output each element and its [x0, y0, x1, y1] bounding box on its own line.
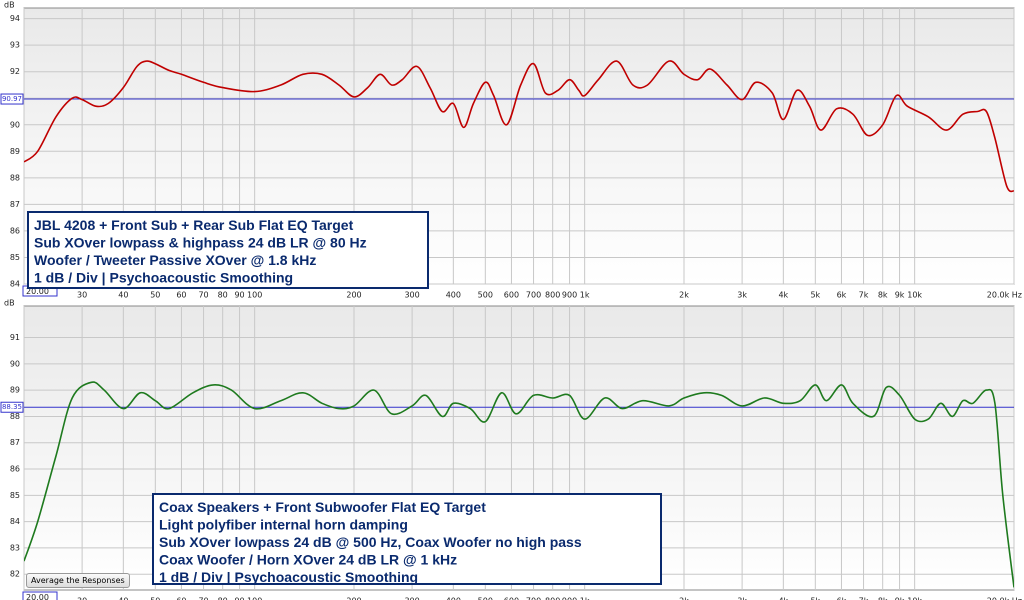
annotation-line: Sub XOver lowpass & highpass 24 dB LR @ … — [34, 235, 367, 251]
x-tick-label: 6k — [837, 291, 847, 300]
reference-box — [0, 93, 24, 105]
y-axis-label: dB — [4, 1, 15, 10]
y-tick-label: 93 — [10, 41, 20, 50]
x-tick-label: 900 — [562, 291, 577, 300]
x-tick-label: 200 — [346, 597, 361, 600]
x-tick-label: 20.00 — [26, 287, 49, 296]
x-tick-label: 300 — [404, 291, 419, 300]
x-tick-label: 90 — [234, 597, 244, 600]
x-tick-label: 7k — [859, 291, 869, 300]
x-tick-label: 50 — [150, 291, 160, 300]
x-tick-label: 900 — [562, 597, 577, 600]
y-tick-label: 86 — [10, 226, 20, 235]
y-tick-label: 86 — [10, 465, 20, 474]
x-tick-label: 7k — [859, 597, 869, 600]
x-tick-label: 20.00 — [26, 593, 49, 600]
annotation-box — [27, 211, 429, 289]
average-button[interactable]: Average the Responses — [26, 573, 130, 588]
x-start-box — [22, 591, 58, 600]
y-tick-label: 83 — [10, 543, 20, 552]
x-tick-label: 90 — [234, 291, 244, 300]
x-tick-label: 80 — [218, 597, 228, 600]
y-tick-label: 87 — [10, 200, 20, 209]
annotation-line: 1 dB / Div | Psychoacoustic Smoothing — [159, 569, 418, 585]
annotation-line: Coax Speakers + Front Subwoofer Flat EQ … — [159, 499, 486, 515]
y-tick-label: 88 — [10, 173, 20, 182]
x-tick-label: 600 — [504, 291, 519, 300]
reference-box — [0, 401, 24, 413]
y-tick-label: 84 — [10, 517, 20, 526]
y-tick-label: 88 — [10, 412, 20, 421]
y-axis-label: dB — [4, 299, 15, 308]
x-tick-label: 400 — [446, 597, 461, 600]
x-tick-label: 8k — [878, 597, 888, 600]
x-tick-label: 30 — [77, 291, 87, 300]
response-curve — [24, 60, 1014, 193]
y-tick-label: 85 — [10, 491, 20, 500]
x-tick-label: 50 — [150, 597, 160, 600]
x-tick-label: 4k — [778, 291, 788, 300]
response-curve — [24, 381, 1014, 588]
x-tick-label: 8k — [878, 291, 888, 300]
x-tick-label: 30 — [77, 597, 87, 600]
annotation-line: Light polyfiber internal horn damping — [159, 517, 408, 533]
x-tick-label: 20.0k Hz — [987, 597, 1022, 600]
y-tick-label: 84 — [10, 280, 20, 289]
x-tick-label: 70 — [198, 291, 208, 300]
x-tick-label: 1k — [580, 291, 590, 300]
x-tick-label: 500 — [478, 597, 493, 600]
x-tick-label: 70 — [198, 597, 208, 600]
x-tick-label: 5k — [810, 597, 820, 600]
annotation-box — [152, 493, 662, 585]
x-tick-label: 700 — [526, 597, 541, 600]
x-tick-label: 4k — [778, 597, 788, 600]
reference-label: 90.97 — [2, 95, 22, 103]
x-tick-label: 60 — [176, 597, 186, 600]
y-tick-label: 90 — [10, 120, 20, 129]
x-tick-label: 500 — [478, 291, 493, 300]
x-tick-label: 400 — [446, 291, 461, 300]
y-tick-label: 91 — [10, 333, 20, 342]
x-tick-label: 2k — [679, 291, 689, 300]
y-tick-label: 89 — [10, 147, 20, 156]
annotation-line: Woofer / Tweeter Passive XOver @ 1.8 kHz — [34, 252, 316, 268]
x-tick-label: 100 — [247, 597, 262, 600]
x-tick-label: 200 — [346, 291, 361, 300]
x-tick-label: 20.0k Hz — [987, 291, 1022, 300]
x-tick-label: 2k — [679, 597, 689, 600]
annotation-line: JBL 4208 + Front Sub + Rear Sub Flat EQ … — [34, 217, 354, 233]
x-tick-label: 10k — [907, 597, 922, 600]
x-tick-label: 60 — [176, 291, 186, 300]
x-tick-label: 3k — [737, 291, 747, 300]
annotation-line: Coax Woofer / Horn XOver 24 dB LR @ 1 kH… — [159, 552, 457, 568]
x-tick-label: 40 — [118, 597, 128, 600]
x-tick-label: 9k — [895, 597, 905, 600]
annotation-line: 1 dB / Div | Psychoacoustic Smoothing — [34, 270, 293, 286]
x-tick-label: 40 — [118, 291, 128, 300]
x-tick-label: 700 — [526, 291, 541, 300]
y-tick-label: 89 — [10, 386, 20, 395]
x-tick-label: 3k — [737, 597, 747, 600]
x-tick-label: 5k — [810, 291, 820, 300]
x-tick-label: 800 — [545, 597, 560, 600]
y-tick-label: 90 — [10, 359, 20, 368]
x-tick-label: 600 — [504, 597, 519, 600]
x-tick-label: 80 — [218, 291, 228, 300]
reference-label: 88.35 — [2, 403, 22, 411]
x-tick-label: 9k — [895, 291, 905, 300]
y-tick-label: 92 — [10, 67, 20, 76]
x-tick-label: 100 — [247, 291, 262, 300]
y-tick-label: 87 — [10, 438, 20, 447]
x-tick-label: 6k — [837, 597, 847, 600]
x-tick-label: 300 — [404, 597, 419, 600]
x-tick-label: 800 — [545, 291, 560, 300]
y-tick-label: 82 — [10, 570, 20, 579]
x-tick-label: 1k — [580, 597, 590, 600]
y-tick-label: 94 — [10, 14, 20, 23]
x-tick-label: 10k — [907, 291, 922, 300]
annotation-line: Sub XOver lowpass 24 dB @ 500 Hz, Coax W… — [159, 534, 582, 550]
y-tick-label: 85 — [10, 253, 20, 262]
